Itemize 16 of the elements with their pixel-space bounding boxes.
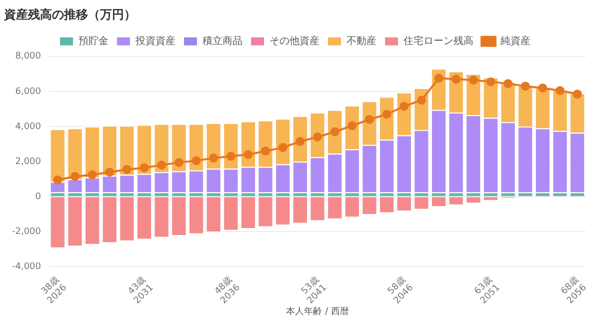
legend-label: 純資産 — [500, 34, 530, 47]
y-tick-label: 8,000 — [15, 52, 42, 62]
x-axis-title: 本人年齢 / 西暦 — [286, 306, 349, 317]
legend-label: 預貯金 — [78, 34, 108, 47]
y-tick-label: -4,000 — [12, 262, 42, 272]
y-tick-label: -2,000 — [12, 227, 42, 238]
legend-label: 投資資産 — [134, 34, 176, 47]
y-tick-label: 6,000 — [15, 86, 42, 97]
legend-label: その他資産 — [270, 34, 320, 47]
y-tick-label: 2,000 — [15, 156, 42, 167]
legend-label: 積立商品 — [202, 34, 242, 47]
y-tick-label: 0 — [35, 192, 42, 202]
chart-title: 資産残高の推移（万円） — [3, 7, 136, 22]
y-tick-label: 4,000 — [15, 122, 42, 132]
legend-label: 住宅ローン残高 — [404, 34, 474, 47]
legend-label: 不動産 — [346, 34, 376, 47]
